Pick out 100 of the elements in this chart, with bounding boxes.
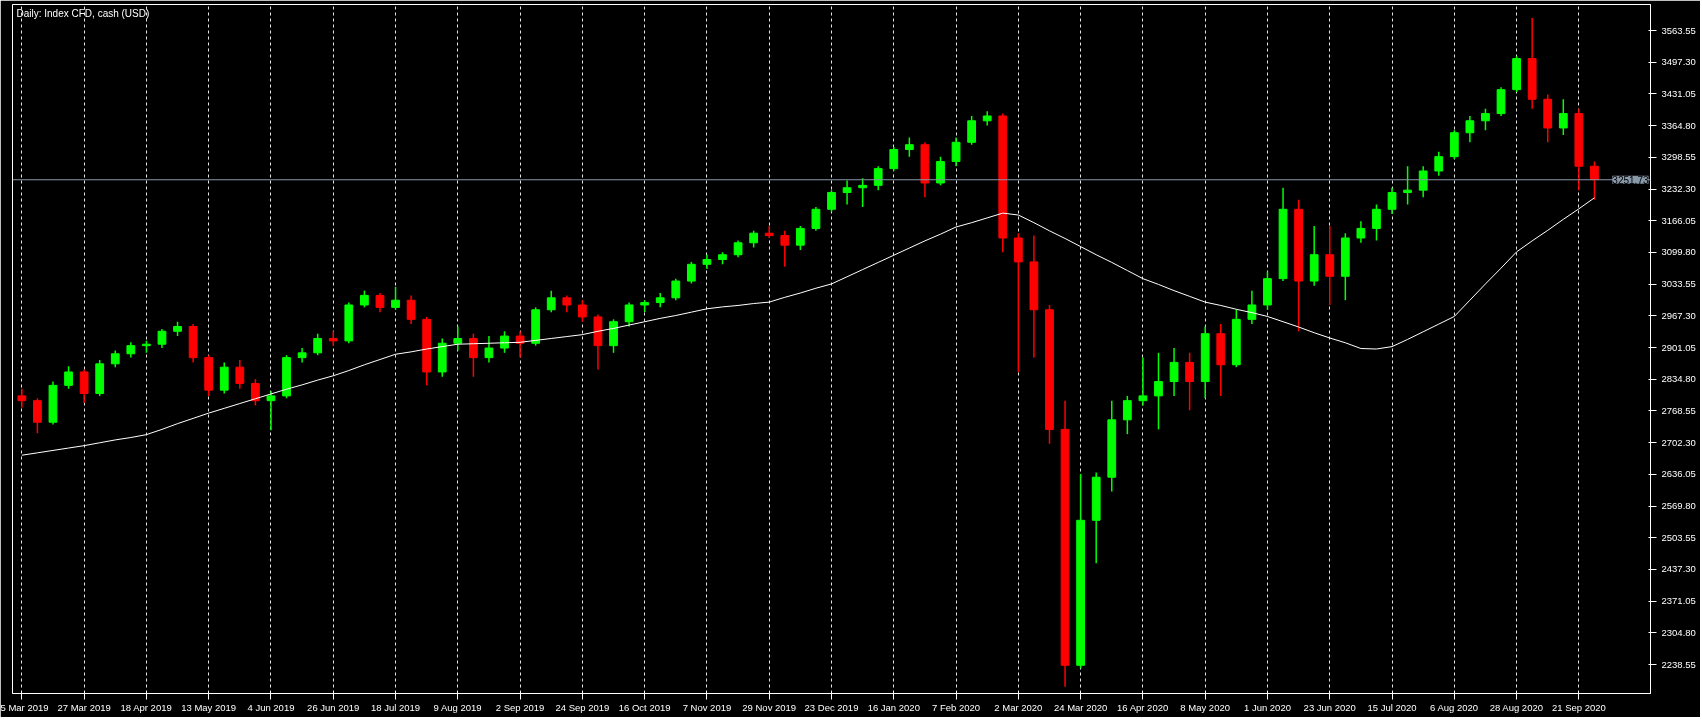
candlestick [546, 289, 556, 313]
x-tick-label: 29 Nov 2019 [742, 701, 797, 713]
x-tick-label: 15 Jul 2020 [1367, 701, 1417, 713]
x-tick-label: 9 Aug 2019 [433, 701, 482, 713]
y-tick-label: 3563.55 [1661, 24, 1696, 36]
y-tick-label: 2437.30 [1661, 563, 1696, 575]
x-tick-label: 13 May 2019 [181, 701, 237, 713]
x-tick-label: 27 Mar 2019 [57, 701, 111, 713]
candlestick [671, 277, 681, 301]
y-tick-label: 2238.55 [1661, 658, 1696, 670]
candlestick [251, 378, 260, 407]
candlestick [1590, 160, 1599, 201]
candlestick [79, 368, 89, 404]
y-tick-label: 3099.80 [1661, 246, 1696, 258]
candlestick [328, 330, 338, 347]
x-tick-label: 24 Sep 2019 [555, 701, 610, 713]
x-tick-label: 1 Jun 2020 [1243, 701, 1291, 713]
x-tick-label: 18 Jul 2019 [370, 701, 421, 713]
y-tick-label: 2503.55 [1661, 531, 1696, 543]
y-tick-label: 2636.05 [1661, 468, 1696, 480]
y-tick-label: 3033.55 [1661, 278, 1696, 290]
x-tick-label: 2 Mar 2020 [994, 701, 1043, 713]
candlestick [780, 230, 790, 268]
x-tick-label: 21 Sep 2020 [1551, 701, 1606, 713]
y-tick-label: 3497.30 [1661, 56, 1696, 68]
x-tick-label: 23 Jun 2020 [1303, 701, 1356, 713]
candlestick [609, 318, 618, 354]
x-tick-label: 6 Aug 2020 [1430, 701, 1479, 713]
candlestick [811, 206, 821, 232]
candlestick [873, 165, 883, 191]
y-tick-label: 2768.55 [1661, 404, 1696, 416]
y-tick-label: 2304.80 [1661, 626, 1696, 638]
candlestick [1449, 129, 1459, 160]
y-tick-label: 3431.05 [1661, 87, 1696, 99]
candlestick [1434, 151, 1444, 177]
candlestick [1356, 220, 1366, 244]
candlestick [1403, 165, 1412, 206]
candlestick [1185, 352, 1195, 411]
candlestick [1138, 356, 1148, 407]
candlestick [391, 286, 400, 311]
x-tick-label: 4 Jun 2019 [247, 701, 295, 713]
candlestick [936, 155, 945, 187]
y-tick-label: 2371.05 [1661, 595, 1696, 607]
x-tick-label: 18 Apr 2019 [120, 701, 172, 713]
candlestick [33, 397, 42, 434]
candlestick [624, 301, 634, 328]
candlestick [313, 332, 323, 356]
candlestick [951, 136, 961, 167]
candlestick [1325, 225, 1335, 306]
y-tick-label: 3232.30 [1661, 183, 1696, 195]
x-tick-label: 24 Mar 2020 [1053, 701, 1108, 713]
candlestick [406, 294, 416, 325]
y-tick-label: 3364.80 [1661, 119, 1696, 131]
y-tick-label: 2569.80 [1661, 500, 1696, 512]
candlestick [453, 325, 463, 352]
x-tick-label: 7 Nov 2019 [682, 701, 732, 713]
candlestick [1013, 232, 1023, 373]
x-tick-label: 16 Apr 2020 [1117, 701, 1169, 713]
candlestick [1387, 187, 1397, 215]
candlestick [1496, 86, 1506, 117]
x-tick-label: 2 Sep 2019 [495, 701, 545, 713]
y-tick-label: 2702.30 [1661, 436, 1696, 448]
candlestick [858, 177, 868, 208]
y-tick-label: 2967.30 [1661, 309, 1696, 321]
candlestick [157, 328, 167, 349]
y-tick-label: 3166.05 [1661, 214, 1696, 226]
candlestick [967, 115, 977, 146]
candlestick [1169, 347, 1179, 397]
y-tick-label: 2834.80 [1661, 373, 1696, 385]
candlestick [904, 136, 914, 158]
x-tick-label: 8 May 2020 [1180, 701, 1231, 713]
ref-line-label: 3251.73 [1612, 174, 1649, 186]
candlestick [764, 225, 774, 239]
chart-title: Daily: Index CFD, cash (USD) [16, 7, 150, 19]
candlestick [1481, 108, 1490, 132]
x-tick-label: 16 Oct 2019 [618, 701, 671, 713]
candlestick [842, 179, 852, 206]
candlestick [17, 387, 27, 409]
y-tick-label: 2901.05 [1661, 341, 1696, 353]
x-tick-label: 23 Dec 2019 [804, 701, 859, 713]
candlestick [889, 146, 899, 172]
candlestick [64, 365, 73, 390]
candlestick [235, 359, 245, 390]
x-tick-label: 16 Jan 2020 [867, 701, 920, 713]
candlestick [1418, 165, 1428, 199]
candlestick [219, 361, 229, 395]
candlestick [1465, 115, 1475, 144]
x-tick-label: 5 Mar 2019 [0, 701, 49, 713]
candlestick [266, 390, 276, 432]
candlestick [484, 335, 494, 364]
candlestick [1154, 352, 1163, 431]
candlestick [375, 292, 385, 313]
candlestick [577, 299, 587, 323]
y-tick-label: 3298.55 [1661, 151, 1696, 163]
candlestick [827, 189, 836, 213]
candlestick [1122, 395, 1132, 435]
candlestick [468, 332, 478, 378]
x-tick-label: 26 Jun 2019 [307, 701, 360, 713]
candlestick [795, 225, 805, 251]
x-tick-label: 7 Feb 2020 [932, 701, 981, 713]
